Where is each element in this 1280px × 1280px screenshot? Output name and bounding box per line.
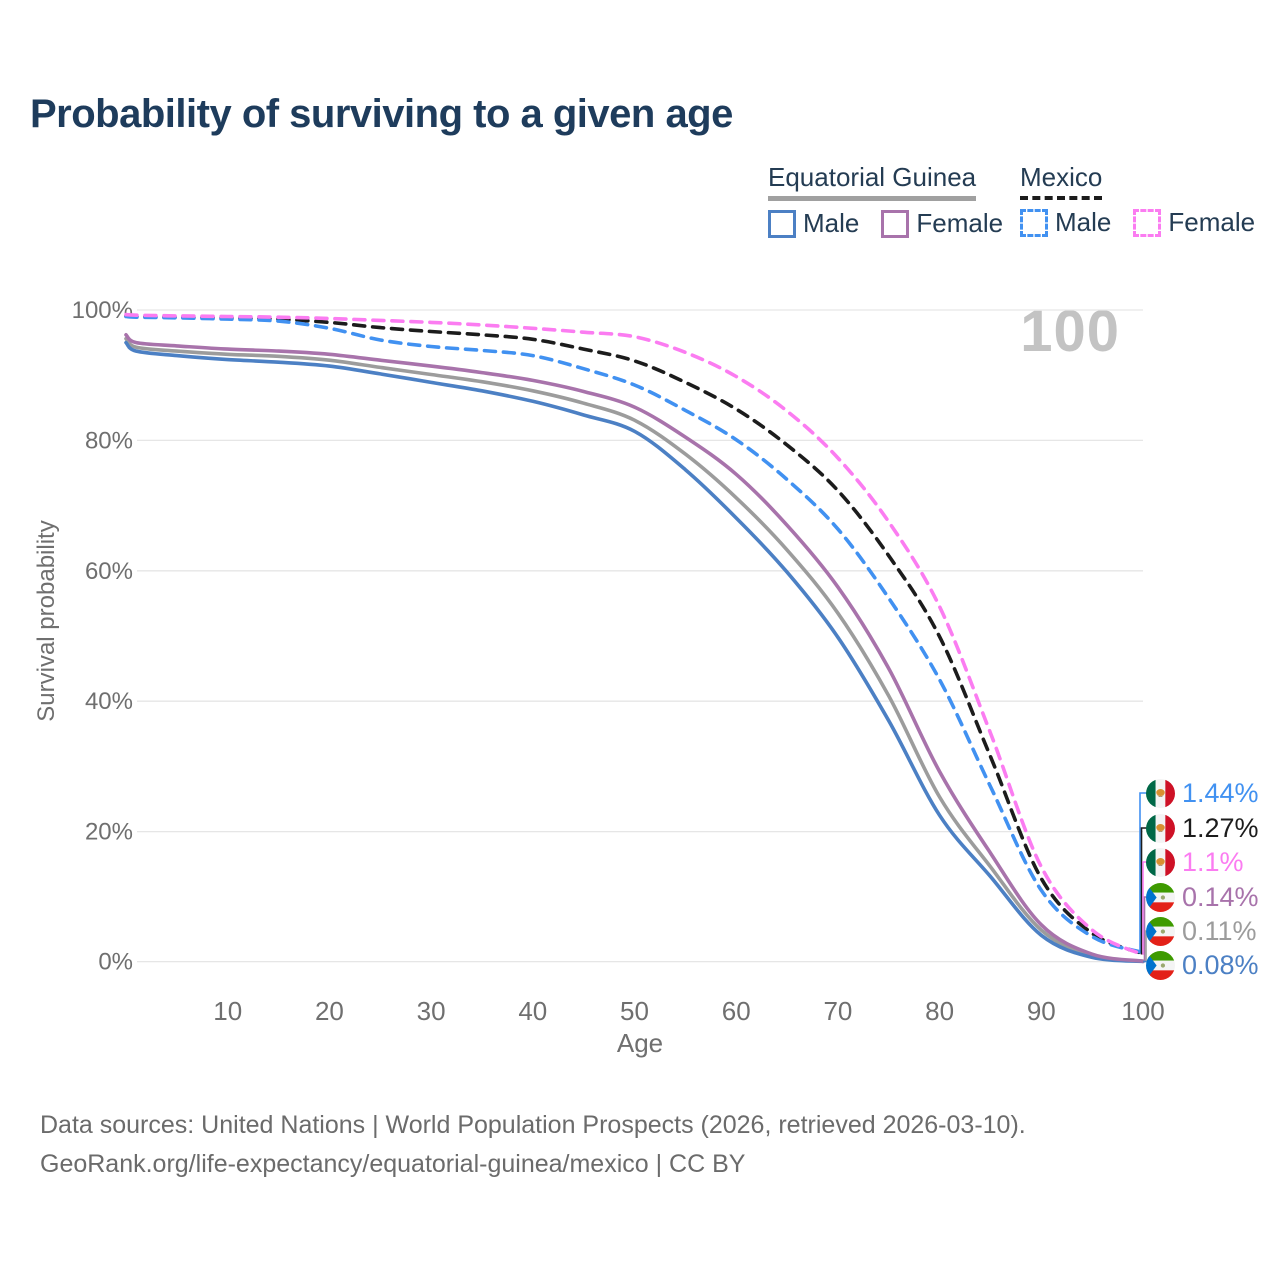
legend-country-mexico[interactable]: Mexico xyxy=(1020,162,1103,200)
end-label-eg-both: 0.11% xyxy=(1146,916,1257,947)
legend-country-equatorial-guinea[interactable]: Equatorial Guinea xyxy=(768,162,977,201)
end-label-eg-male: 0.08% xyxy=(1146,950,1259,981)
x-tick-10: 10 xyxy=(213,996,242,1026)
legend-item-mexico-male[interactable]: Male xyxy=(1020,207,1111,238)
x-tick-80: 80 xyxy=(925,996,954,1026)
curve-mx-both[interactable] xyxy=(124,314,1145,956)
end-label-mx-female: 1.1% xyxy=(1146,847,1244,878)
y-tick-40: 40% xyxy=(85,688,133,715)
curve-eg-male[interactable] xyxy=(124,340,1145,964)
end-label-value: 1.27% xyxy=(1182,813,1259,843)
curve-eg-female[interactable] xyxy=(124,333,1145,963)
x-axis-title: Age xyxy=(616,1028,664,1058)
x-tick-70: 70 xyxy=(823,996,852,1026)
legend-group-mexico: Mexico Male Female xyxy=(1020,162,1255,238)
legend-group-equatorial-guinea: Equatorial Guinea Male Female xyxy=(768,162,1003,239)
mexico-flag-icon xyxy=(1146,779,1175,808)
legend-item-label: Male xyxy=(803,208,860,238)
end-label-value: 1.1% xyxy=(1182,847,1244,877)
x-tick-100: 100 xyxy=(1121,996,1164,1026)
x-tick-30: 30 xyxy=(417,996,446,1026)
end-label-value: 0.11% xyxy=(1182,916,1257,946)
y-tick-0: 0% xyxy=(98,949,133,976)
legend-item-label: Female xyxy=(1168,207,1256,237)
x-tick-60: 60 xyxy=(722,996,751,1026)
curve-eg-both[interactable] xyxy=(124,336,1145,964)
equatorial-guinea-flag-icon xyxy=(1146,883,1175,912)
equatorial-guinea-flag-icon xyxy=(1146,951,1175,980)
mexico-flag-icon xyxy=(1146,814,1175,843)
curve-mx-male[interactable] xyxy=(124,314,1145,955)
y-tick-80: 80% xyxy=(85,427,133,454)
legend-item-equatorial-guinea-male[interactable]: Male xyxy=(768,208,859,239)
end-label-value: 0.14% xyxy=(1182,882,1259,912)
end-label-mx-both: 1.27% xyxy=(1146,813,1259,844)
y-tick-20: 20% xyxy=(85,819,133,846)
end-label-value: 1.44% xyxy=(1182,778,1259,808)
leader-mx-female xyxy=(1142,861,1147,955)
x-tick-50: 50 xyxy=(620,996,649,1026)
curve-mx-female[interactable] xyxy=(124,312,1145,957)
mexico-male-swatch xyxy=(1020,208,1048,237)
y-tick-100: 100% xyxy=(72,297,133,324)
legend-item-mexico-female[interactable]: Female xyxy=(1133,207,1255,238)
equatorial-guinea-female-swatch xyxy=(881,209,910,238)
legend-item-label: Male xyxy=(1055,207,1112,237)
y-axis-title: Survival probability xyxy=(33,520,60,722)
x-tick-90: 90 xyxy=(1027,996,1056,1026)
end-label-eg-female: 0.14% xyxy=(1146,882,1259,913)
mexico-female-swatch xyxy=(1133,208,1162,237)
legend-item-equatorial-guinea-female[interactable]: Female xyxy=(881,208,1003,239)
footer-attribution-line: GeoRank.org/life-expectancy/equatorial-g… xyxy=(40,1150,746,1178)
page-title: Probability of surviving to a given age xyxy=(30,92,733,136)
footer-source-line: Data sources: United Nations | World Pop… xyxy=(40,1111,1026,1139)
y-tick-60: 60% xyxy=(85,558,133,585)
equatorial-guinea-flag-icon xyxy=(1146,917,1175,946)
x-tick-40: 40 xyxy=(518,996,547,1026)
end-label-mx-male: 1.44% xyxy=(1146,778,1259,809)
x-tick-20: 20 xyxy=(315,996,344,1026)
mexico-flag-icon xyxy=(1146,848,1175,877)
end-label-value: 0.08% xyxy=(1182,950,1259,980)
footer: Data sources: United Nations | World Pop… xyxy=(40,1106,1026,1184)
equatorial-guinea-male-swatch xyxy=(768,209,796,238)
legend-item-label: Female xyxy=(916,208,1004,238)
